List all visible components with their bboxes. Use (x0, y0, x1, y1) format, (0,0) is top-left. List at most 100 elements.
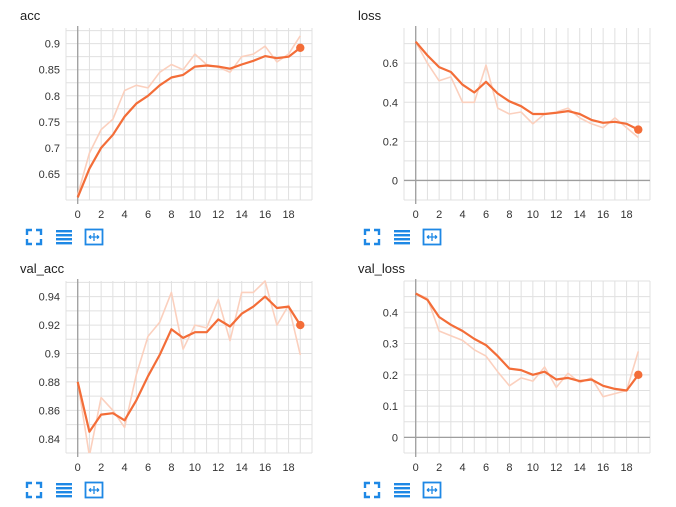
toggle-log-scale-icon (394, 483, 410, 498)
last-point-marker (634, 370, 643, 380)
y-tick-label: 0.8 (45, 91, 60, 103)
x-tick-label: 12 (212, 209, 224, 221)
y-tick-label: 0 (392, 432, 398, 444)
x-tick-label: 8 (168, 462, 174, 474)
x-tick-label: 16 (259, 462, 271, 474)
x-tick-label: 16 (259, 209, 271, 221)
toggle-log-scale-button[interactable] (392, 480, 412, 500)
toggle-log-scale-icon (56, 230, 72, 245)
fullscreen-button[interactable] (362, 227, 382, 247)
x-tick-label: 16 (597, 462, 609, 474)
x-tick-label: 12 (212, 462, 224, 474)
fullscreen-icon (25, 228, 43, 246)
raw-series-line (76, 280, 302, 453)
y-tick-label: 0.75 (39, 117, 60, 129)
y-tick-label: 0.4 (383, 307, 398, 319)
x-tick-label: 8 (506, 462, 512, 474)
x-tick-label: 4 (122, 209, 128, 221)
x-tick-label: 2 (436, 462, 442, 474)
fullscreen-icon (25, 481, 43, 499)
x-tick-label: 8 (168, 209, 174, 221)
x-tick-label: 10 (527, 209, 539, 221)
fit-domain-icon (84, 228, 104, 246)
chart-card-val-loss: val_loss 0 0.1 0.2 0.3 0.4 0 2 4 6 8 10 12 14 16 18 (338, 253, 676, 506)
chart-plot-area[interactable]: 0 0.1 0.2 0.3 0.4 0 2 4 6 8 10 12 14 16 18 (338, 253, 676, 478)
fullscreen-button[interactable] (362, 480, 382, 500)
x-tick-label: 4 (460, 209, 466, 221)
y-tick-label: 0.9 (45, 39, 60, 51)
y-tick-label: 0.2 (383, 370, 398, 382)
chart-card-val-acc: val_acc 0.84 0.86 0.88 0.9 0.92 0.94 0 2 4 6 8 10 12 1… (0, 253, 338, 506)
fit-domain-button[interactable] (84, 227, 104, 247)
fullscreen-icon (363, 228, 381, 246)
fullscreen-icon (363, 481, 381, 499)
x-tick-label: 18 (282, 209, 294, 221)
y-tick-label: 0.88 (39, 377, 60, 389)
chart-title: acc (20, 8, 41, 23)
x-tick-label: 14 (574, 209, 586, 221)
smoothed-series-line (76, 295, 302, 433)
x-tick-label: 18 (282, 462, 294, 474)
chart-plot-area[interactable]: 0 0.2 0.4 0.6 0 2 4 6 8 10 12 14 16 18 (338, 0, 676, 225)
x-tick-label: 18 (620, 209, 632, 221)
fullscreen-button[interactable] (24, 227, 44, 247)
y-tick-label: 0.84 (39, 434, 60, 446)
y-tick-label: 0.94 (39, 292, 60, 304)
toggle-log-scale-icon (394, 230, 410, 245)
y-tick-label: 0.6 (383, 58, 398, 70)
x-tick-label: 0 (413, 209, 419, 221)
raw-series-line (414, 41, 639, 139)
x-tick-label: 10 (189, 209, 201, 221)
toggle-log-scale-button[interactable] (54, 480, 74, 500)
y-tick-label: 0.1 (383, 401, 398, 413)
last-point-marker (634, 125, 643, 134)
smoothed-series-line (415, 292, 640, 392)
y-tick-label: 0.86 (39, 405, 60, 417)
x-tick-label: 6 (145, 209, 151, 221)
chart-title: loss (358, 8, 382, 23)
fit-domain-button[interactable] (422, 480, 442, 500)
x-tick-label: 14 (574, 462, 586, 474)
x-tick-label: 2 (98, 462, 104, 474)
toggle-log-scale-icon (56, 483, 72, 498)
fit-domain-button[interactable] (84, 480, 104, 500)
x-tick-label: 8 (506, 209, 512, 221)
x-tick-label: 10 (189, 462, 201, 474)
last-point-marker (296, 43, 305, 53)
x-tick-label: 2 (436, 209, 442, 221)
x-tick-label: 6 (483, 209, 489, 221)
x-tick-label: 16 (597, 209, 609, 221)
x-tick-label: 12 (550, 462, 562, 474)
smoothed-series-line (414, 40, 639, 131)
y-tick-label: 0.85 (39, 65, 60, 77)
x-tick-label: 18 (620, 462, 632, 474)
fit-domain-icon (84, 481, 104, 499)
x-tick-label: 14 (236, 209, 248, 221)
last-point-marker (296, 320, 305, 330)
fit-domain-button[interactable] (422, 227, 442, 247)
y-tick-label: 0.9 (45, 348, 60, 360)
y-tick-label: 0.4 (383, 97, 398, 109)
x-tick-label: 14 (236, 462, 248, 474)
chart-plot-area[interactable]: 0.84 0.86 0.88 0.9 0.92 0.94 0 2 4 6 8 10 12 14 16 18 (0, 253, 338, 478)
y-tick-label: 0.3 (383, 339, 398, 351)
y-tick-label: 0.92 (39, 320, 60, 332)
y-tick-label: 0.2 (383, 136, 398, 148)
x-tick-label: 4 (122, 462, 128, 474)
chart-title: val_loss (358, 261, 405, 276)
chart-title: val_acc (20, 261, 65, 276)
chart-card-loss: loss 0 0.2 0.4 0.6 0 2 4 6 8 10 12 14 16 18 (338, 0, 676, 253)
raw-series-line (415, 292, 640, 398)
x-tick-label: 0 (75, 462, 81, 474)
smoothed-series-line (76, 46, 301, 198)
y-tick-label: 0.65 (39, 169, 60, 181)
toggle-log-scale-button[interactable] (392, 227, 412, 247)
y-tick-label: 0 (392, 175, 398, 187)
fullscreen-button[interactable] (24, 480, 44, 500)
chart-plot-area[interactable]: 0.65 0.7 0.75 0.8 0.85 0.9 0 2 4 6 8 10 12 14 16 18 (0, 0, 338, 225)
x-tick-label: 2 (98, 209, 104, 221)
fit-domain-icon (422, 481, 442, 499)
toggle-log-scale-button[interactable] (54, 227, 74, 247)
x-tick-label: 0 (75, 209, 81, 221)
chart-card-acc: acc 0.65 0.7 0.75 0.8 0.85 0.9 0 2 4 6 8 10 12 14 16 18 (0, 0, 338, 253)
